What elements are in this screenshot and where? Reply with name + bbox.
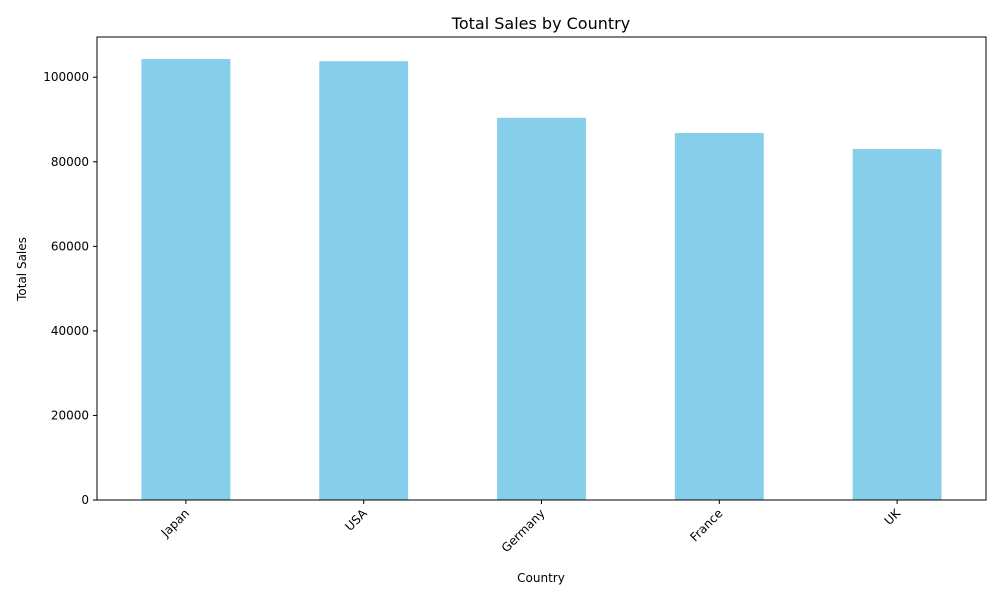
bar-france [674, 133, 764, 501]
y-tick-label: 100000 [43, 70, 89, 84]
chart-title: Total Sales by Country [451, 14, 630, 33]
bar-japan [141, 59, 231, 501]
x-tick-label: Germany [499, 506, 548, 555]
bar-germany [497, 117, 586, 501]
y-axis-label: Total Sales [15, 237, 29, 302]
bars [141, 59, 942, 501]
x-axis-label: Country [517, 571, 565, 585]
y-axis-ticks: 0 20000 40000 60000 80000 100000 [43, 70, 97, 507]
y-tick-label: 60000 [51, 239, 89, 253]
bar-usa [319, 61, 409, 500]
y-tick-label: 0 [81, 493, 89, 507]
x-tick-label: UK [882, 505, 904, 527]
x-tick-label: USA [342, 506, 370, 534]
bar-uk [852, 149, 942, 500]
x-tick-label: Japan [158, 506, 192, 540]
y-tick-label: 40000 [51, 324, 89, 338]
y-tick-label: 80000 [51, 155, 89, 169]
plot-frame [96, 36, 987, 501]
x-axis-ticks: Japan USA Germany France UK [158, 500, 904, 555]
x-tick-label: France [687, 506, 725, 544]
y-tick-label: 20000 [51, 408, 89, 422]
